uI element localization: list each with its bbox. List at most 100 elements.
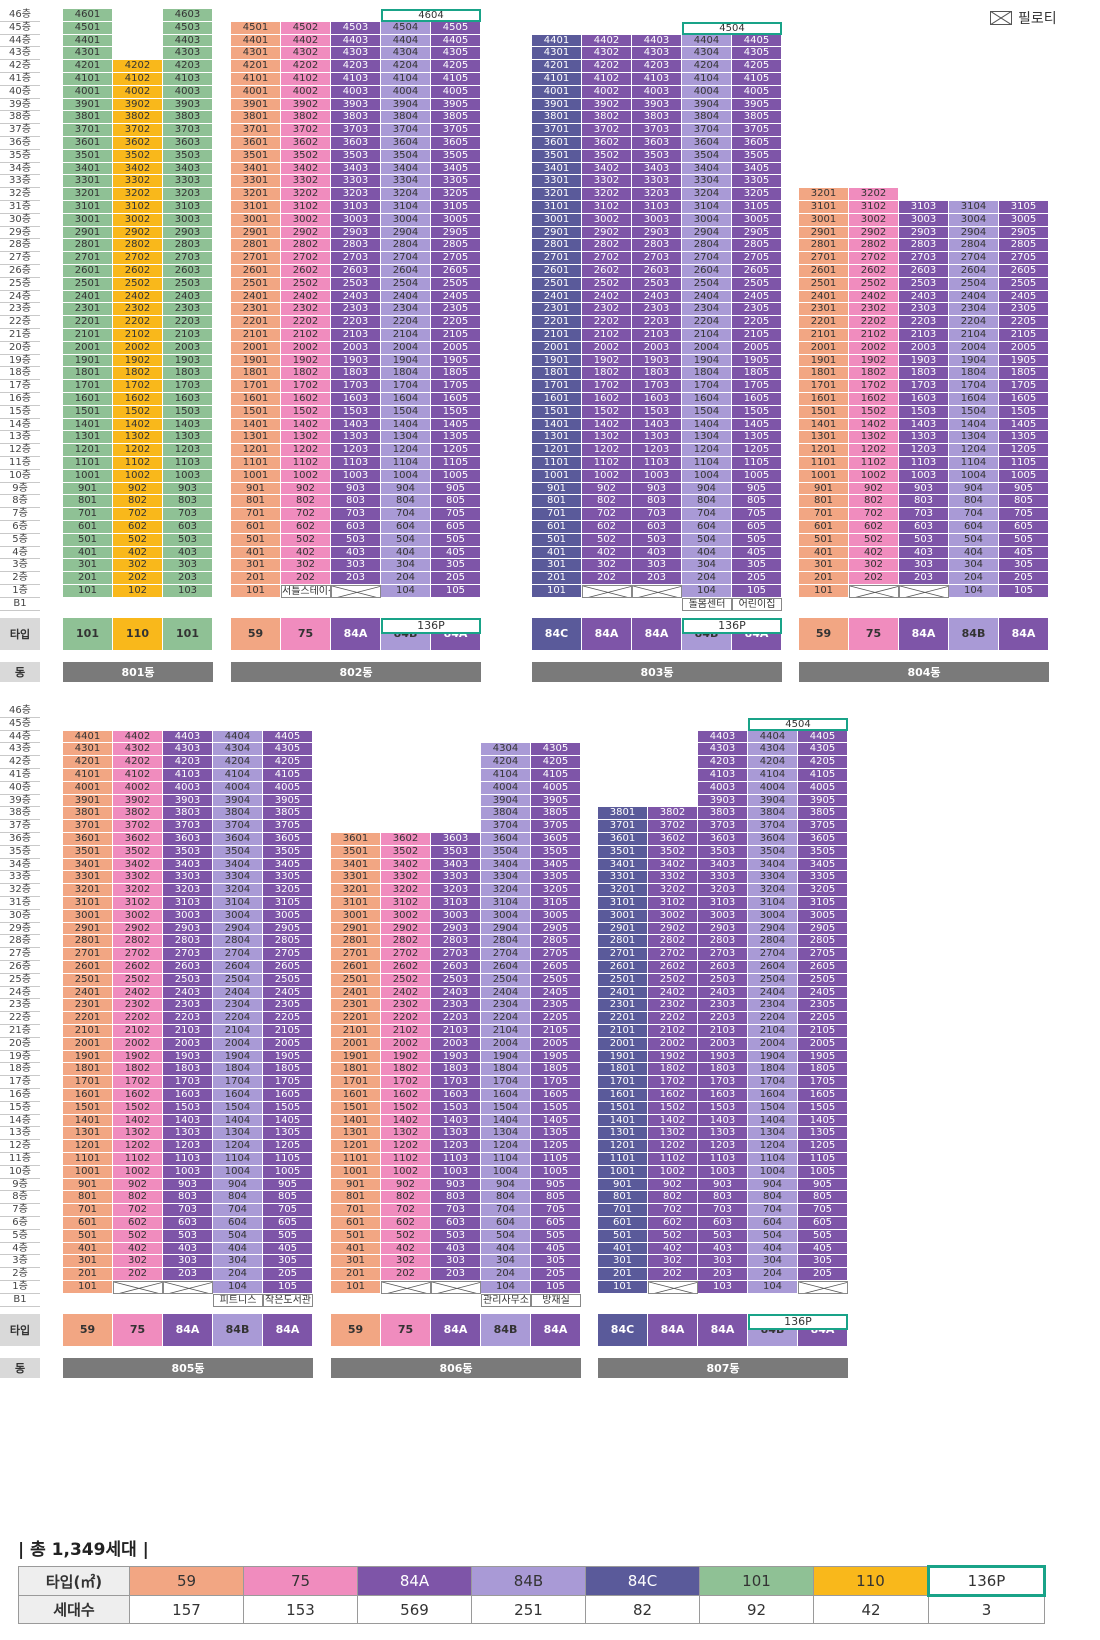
- unit-cell[interactable]: 505: [431, 533, 481, 547]
- unit-cell[interactable]: 2101: [63, 1025, 113, 1038]
- unit-cell[interactable]: 405: [431, 546, 481, 560]
- unit-cell[interactable]: 1201: [63, 1140, 113, 1153]
- unit-cell[interactable]: 3203: [163, 884, 213, 897]
- unit-cell[interactable]: 101: [598, 1281, 648, 1294]
- unit-cell[interactable]: 805: [798, 1191, 848, 1205]
- unit-cell[interactable]: 802: [648, 1191, 698, 1205]
- unit-cell[interactable]: 1401: [231, 418, 281, 432]
- unit-cell[interactable]: 605: [263, 1217, 313, 1230]
- unit-cell[interactable]: 2003: [899, 341, 949, 355]
- unit-cell[interactable]: 2404: [949, 290, 999, 304]
- unit-cell[interactable]: 3902: [113, 794, 163, 808]
- unit-cell[interactable]: 3803: [698, 807, 748, 821]
- unit-cell[interactable]: 1603: [632, 393, 682, 406]
- unit-cell[interactable]: 101: [331, 1281, 381, 1294]
- unit-cell[interactable]: 3405: [263, 858, 313, 872]
- unit-cell[interactable]: 2005: [798, 1037, 848, 1051]
- unit-cell[interactable]: 3202: [582, 188, 632, 201]
- unit-cell[interactable]: 3101: [532, 201, 582, 214]
- unit-cell[interactable]: 4101: [532, 73, 582, 86]
- unit-cell[interactable]: 3001: [231, 213, 281, 227]
- unit-cell[interactable]: 1604: [748, 1089, 798, 1102]
- unit-cell[interactable]: 1604: [481, 1089, 531, 1102]
- unit-cell[interactable]: 2401: [799, 290, 849, 304]
- unit-cell[interactable]: 1103: [698, 1153, 748, 1166]
- unit-cell[interactable]: 1804: [949, 367, 999, 381]
- unit-cell[interactable]: 701: [799, 508, 849, 521]
- unit-cell[interactable]: 2205: [798, 1012, 848, 1025]
- unit-cell[interactable]: 805: [431, 495, 481, 509]
- unit-cell[interactable]: 205: [999, 572, 1049, 585]
- unit-cell[interactable]: 3201: [598, 884, 648, 897]
- unit-cell[interactable]: 202: [849, 572, 899, 585]
- unit-cell[interactable]: 2503: [163, 973, 213, 987]
- unit-cell[interactable]: 1203: [163, 1140, 213, 1153]
- unit-cell[interactable]: 1304: [682, 431, 732, 445]
- unit-cell[interactable]: 1401: [598, 1114, 648, 1128]
- unit-cell[interactable]: 2602: [381, 961, 431, 974]
- unit-cell[interactable]: 1705: [798, 1076, 848, 1089]
- unit-cell[interactable]: 2601: [598, 961, 648, 974]
- unit-cell[interactable]: 3403: [632, 162, 682, 176]
- unit-cell[interactable]: 3001: [532, 213, 582, 227]
- unit-cell[interactable]: 2004: [949, 341, 999, 355]
- unit-cell[interactable]: 1704: [213, 1076, 263, 1089]
- unit-cell[interactable]: 2402: [648, 986, 698, 1000]
- unit-cell[interactable]: 2004: [213, 1037, 263, 1051]
- unit-cell[interactable]: 3601: [63, 137, 113, 150]
- unit-cell[interactable]: 303: [163, 1255, 213, 1269]
- unit-cell[interactable]: 2104: [682, 329, 732, 342]
- unit-cell[interactable]: 2905: [798, 922, 848, 936]
- unit-cell[interactable]: 2003: [331, 341, 381, 355]
- unit-cell[interactable]: 903: [698, 1178, 748, 1192]
- unit-cell[interactable]: 2702: [113, 252, 163, 265]
- unit-cell[interactable]: 703: [899, 508, 949, 521]
- unit-cell[interactable]: 1804: [682, 367, 732, 381]
- unit-cell[interactable]: 2805: [431, 239, 481, 253]
- unit-cell[interactable]: 2704: [682, 252, 732, 265]
- unit-cell[interactable]: 3804: [748, 807, 798, 821]
- unit-cell[interactable]: 1205: [263, 1140, 313, 1153]
- unit-cell[interactable]: 1905: [531, 1050, 581, 1064]
- unit-cell[interactable]: 2502: [648, 973, 698, 987]
- unit-cell[interactable]: 3402: [113, 162, 163, 176]
- unit-cell[interactable]: 3603: [331, 137, 381, 150]
- unit-cell[interactable]: 2703: [431, 948, 481, 961]
- unit-cell[interactable]: 804: [949, 495, 999, 509]
- unit-cell[interactable]: 1102: [113, 457, 163, 470]
- unit-cell[interactable]: 1703: [331, 380, 381, 393]
- unit-cell[interactable]: 2801: [331, 935, 381, 949]
- unit-cell[interactable]: 604: [381, 521, 431, 534]
- unit-cell[interactable]: 3203: [431, 884, 481, 897]
- unit-cell[interactable]: 202: [113, 1268, 163, 1281]
- unit-cell[interactable]: 1403: [331, 418, 381, 432]
- unit-cell[interactable]: 505: [531, 1229, 581, 1243]
- unit-cell[interactable]: 4201: [532, 60, 582, 73]
- unit-cell[interactable]: 4105: [798, 769, 848, 782]
- unit-cell[interactable]: 2102: [281, 329, 331, 342]
- unit-cell[interactable]: 1501: [598, 1101, 648, 1115]
- unit-cell[interactable]: 1301: [598, 1127, 648, 1141]
- unit-cell[interactable]: 2102: [582, 329, 632, 342]
- unit-cell[interactable]: 205: [263, 1268, 313, 1281]
- unit-cell[interactable]: 4403: [331, 34, 381, 48]
- unit-cell[interactable]: 3502: [381, 845, 431, 859]
- unit-cell[interactable]: 2705: [999, 252, 1049, 265]
- unit-cell[interactable]: 802: [281, 495, 331, 509]
- unit-cell[interactable]: 3302: [381, 871, 431, 885]
- unit-cell[interactable]: 1405: [263, 1114, 313, 1128]
- unit-cell[interactable]: 3301: [63, 175, 113, 189]
- unit-cell[interactable]: 403: [331, 546, 381, 560]
- unit-cell[interactable]: 3201: [799, 188, 849, 201]
- unit-cell[interactable]: 4304: [213, 743, 263, 757]
- unit-cell[interactable]: 3702: [582, 124, 632, 137]
- unit-cell[interactable]: 2902: [381, 922, 431, 936]
- unit-cell[interactable]: 3702: [281, 124, 331, 137]
- unit-cell[interactable]: 1304: [381, 431, 431, 445]
- unit-cell[interactable]: 2303: [431, 999, 481, 1013]
- unit-cell[interactable]: 4003: [163, 781, 213, 795]
- unit-cell[interactable]: 3605: [431, 137, 481, 150]
- unit-cell[interactable]: 3802: [648, 807, 698, 821]
- unit-cell[interactable]: 305: [531, 1255, 581, 1269]
- unit-cell[interactable]: 704: [481, 1204, 531, 1217]
